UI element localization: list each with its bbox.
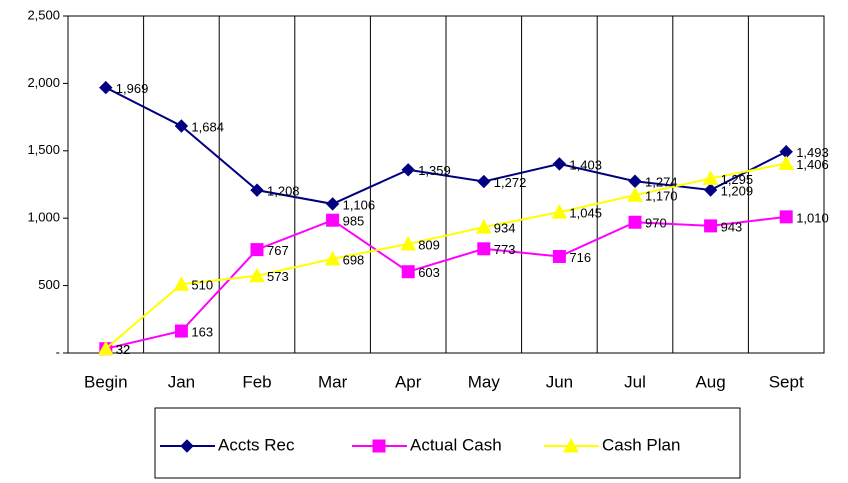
data-point: [628, 215, 642, 229]
data-point: [552, 249, 566, 263]
data-label: 809: [418, 237, 440, 252]
data-label: 1,272: [494, 175, 527, 190]
data-point: [778, 155, 795, 170]
data-label: 1,209: [721, 183, 754, 198]
data-label: 1,406: [796, 157, 829, 172]
x-tick-label: Jul: [624, 372, 646, 391]
data-label: 1,106: [343, 197, 376, 212]
data-point: [173, 276, 190, 291]
data-label: 1,493: [796, 145, 829, 160]
data-label: 985: [343, 214, 365, 229]
data-point: [551, 204, 568, 219]
data-label: 32: [116, 342, 130, 357]
data-point: [174, 324, 188, 338]
y-tick-label: 1,000: [27, 210, 60, 225]
data-point: [703, 183, 718, 197]
data-label: 1,969: [116, 81, 149, 96]
data-point: [324, 250, 341, 266]
x-tick-label: May: [468, 372, 501, 391]
data-point: [250, 183, 264, 197]
data-point: [325, 197, 340, 211]
data-label: 1,045: [569, 206, 602, 221]
data-label: 1,295: [721, 172, 754, 187]
data-point: [477, 174, 491, 189]
y-tick-label: 2,500: [27, 7, 60, 22]
data-point: [552, 157, 567, 171]
data-point: [174, 119, 189, 133]
data-point: [475, 219, 492, 234]
data-point: [477, 242, 491, 256]
data-label: 716: [569, 250, 591, 265]
legend-marker: [372, 439, 386, 453]
data-label: 1,170: [645, 189, 678, 204]
x-tick-label: Jan: [168, 372, 195, 391]
data-label: 773: [494, 242, 516, 257]
data-label: 970: [645, 216, 667, 231]
data-point: [400, 235, 417, 251]
data-point: [326, 213, 340, 227]
series-line: [105, 162, 787, 350]
y-tick-label: -: [56, 344, 60, 359]
data-label: 1,359: [418, 163, 451, 178]
data-label: 1,684: [191, 119, 224, 134]
data-point: [97, 340, 114, 356]
data-label: 510: [191, 278, 213, 293]
data-label: 32: [116, 342, 130, 357]
data-point: [401, 265, 415, 279]
data-point: [779, 210, 793, 224]
legend-marker: [563, 437, 579, 453]
legend-label: Accts Rec: [218, 435, 295, 454]
x-tick-label: Mar: [318, 372, 348, 391]
data-point: [627, 187, 643, 202]
data-label: 1,403: [569, 157, 602, 172]
data-label: 163: [191, 324, 213, 339]
data-label: 1,274: [645, 175, 678, 190]
legend-label: Cash Plan: [602, 435, 680, 454]
y-tick-label: 500: [38, 277, 60, 292]
x-tick-label: Aug: [695, 372, 725, 391]
x-tick-label: Begin: [84, 372, 127, 391]
y-tick-label: 1,500: [27, 142, 60, 157]
x-tick-label: Feb: [242, 372, 271, 391]
data-label: 603: [418, 265, 440, 280]
series-line: [105, 215, 787, 350]
data-label: 767: [267, 243, 289, 258]
x-tick-label: Sept: [769, 372, 804, 391]
legend-box: [154, 407, 741, 479]
series-line: [105, 86, 787, 205]
data-point: [401, 163, 415, 177]
data-label: 698: [343, 252, 365, 267]
data-point: [702, 170, 719, 185]
data-label: 1,208: [267, 184, 300, 199]
data-point: [249, 267, 265, 283]
data-label: 934: [494, 221, 516, 236]
data-point: [99, 80, 113, 95]
legend-label: Actual Cash: [410, 435, 502, 454]
y-tick-label: 2,000: [27, 75, 60, 90]
data-label: 943: [721, 219, 743, 234]
data-point: [704, 219, 718, 233]
x-tick-label: Jun: [546, 372, 573, 391]
legend-marker: [180, 439, 194, 453]
data-label: 1,010: [796, 210, 829, 225]
x-tick-label: Apr: [395, 372, 422, 391]
data-label: 573: [267, 269, 289, 284]
data-point: [250, 243, 264, 257]
